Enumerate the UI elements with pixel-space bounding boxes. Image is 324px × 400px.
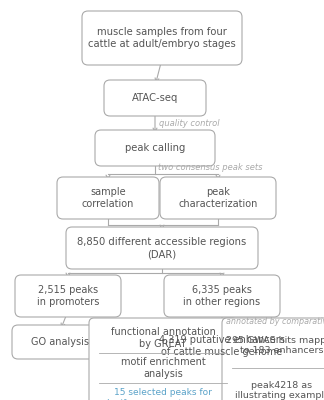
Text: motif enrichment
analysis: motif enrichment analysis xyxy=(121,357,205,379)
FancyBboxPatch shape xyxy=(57,177,159,219)
Text: peak
characterization: peak characterization xyxy=(178,187,258,209)
Text: 15 selected peaks for
luciferase reporter assay: 15 selected peaks for luciferase reporte… xyxy=(107,388,219,400)
FancyBboxPatch shape xyxy=(82,11,242,65)
FancyBboxPatch shape xyxy=(89,318,237,400)
Text: GO analysis: GO analysis xyxy=(31,337,89,347)
Text: 2,515 peaks
in promoters: 2,515 peaks in promoters xyxy=(37,285,99,307)
Text: 6,335 peaks
in other regions: 6,335 peaks in other regions xyxy=(183,285,260,307)
FancyBboxPatch shape xyxy=(15,275,121,317)
Text: two consensus peak sets: two consensus peak sets xyxy=(158,162,262,172)
FancyBboxPatch shape xyxy=(66,227,258,269)
Text: muscle samples from four
cattle at adult/embryo stages: muscle samples from four cattle at adult… xyxy=(88,27,236,49)
FancyBboxPatch shape xyxy=(164,275,280,317)
FancyBboxPatch shape xyxy=(12,325,108,359)
FancyBboxPatch shape xyxy=(160,177,276,219)
FancyBboxPatch shape xyxy=(151,325,293,367)
Text: 295 GWAS hits mapped
to 183 enhancers: 295 GWAS hits mapped to 183 enhancers xyxy=(226,336,324,355)
Text: annotated by comparative genomics: annotated by comparative genomics xyxy=(226,316,324,326)
Text: 8,850 different accessible regions
(DAR): 8,850 different accessible regions (DAR) xyxy=(77,237,247,259)
Text: sample
correlation: sample correlation xyxy=(82,187,134,209)
FancyBboxPatch shape xyxy=(222,318,324,400)
FancyBboxPatch shape xyxy=(95,130,215,166)
Text: quality control: quality control xyxy=(159,118,220,128)
Text: functional annotation
by GREAT: functional annotation by GREAT xyxy=(110,327,215,349)
FancyBboxPatch shape xyxy=(104,80,206,116)
Text: peak4218 as
illustrating example: peak4218 as illustrating example xyxy=(235,381,324,400)
Text: 4,319 putative enhancers
of cattle muscle genome: 4,319 putative enhancers of cattle muscl… xyxy=(159,335,285,357)
Text: peak calling: peak calling xyxy=(125,143,185,153)
Text: ATAC-seq: ATAC-seq xyxy=(132,93,178,103)
